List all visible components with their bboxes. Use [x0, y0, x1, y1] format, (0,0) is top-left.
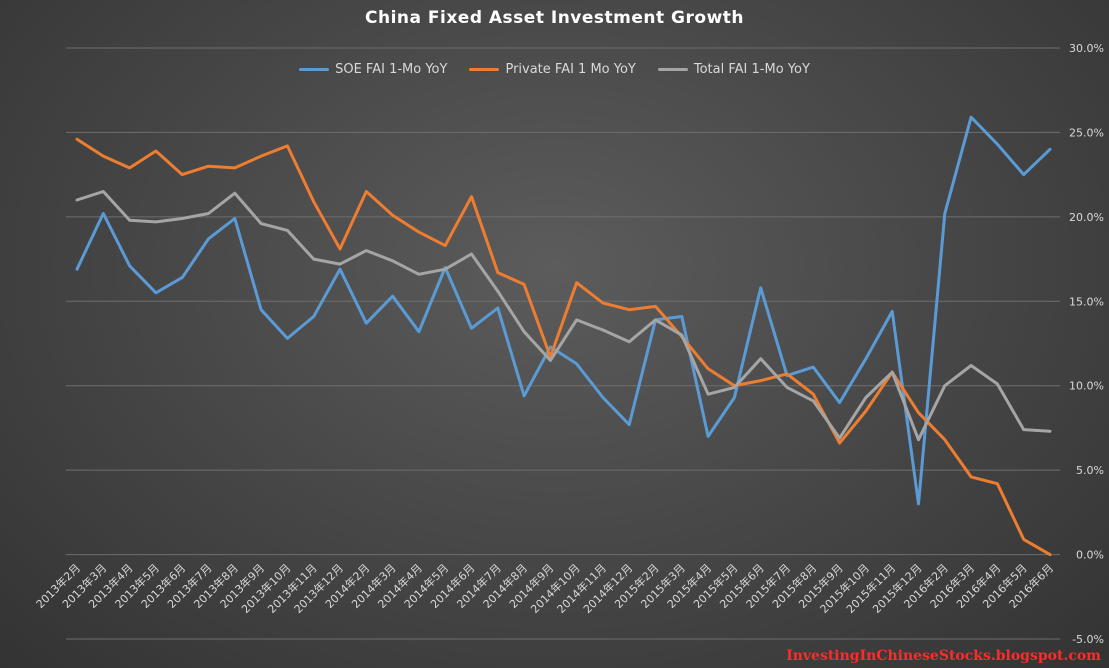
legend-label-private: Private FAI 1 Mo YoY: [505, 62, 636, 77]
y-tick-label: 25.0%: [1069, 126, 1104, 139]
legend-item-soe: SOE FAI 1-Mo YoY: [299, 62, 447, 77]
y-tick-label: 5.0%: [1076, 464, 1104, 477]
legend-item-private: Private FAI 1 Mo YoY: [469, 62, 636, 77]
series-line-0: [75, 115, 1052, 506]
y-tick-label: 10.0%: [1069, 380, 1104, 393]
series-line-1: [75, 137, 1052, 557]
series-line-2: [75, 190, 1052, 442]
legend-label-total: Total FAI 1-Mo YoY: [693, 62, 810, 77]
y-tick-label: 15.0%: [1069, 295, 1104, 308]
legend-swatch-total: [657, 68, 688, 71]
legend-item-total: Total FAI 1-Mo YoY: [657, 62, 810, 77]
legend: SOE FAI 1-Mo YoY Private FAI 1 Mo YoY To…: [0, 62, 1109, 77]
y-tick-label: 0.0%: [1076, 549, 1104, 562]
watermark: InvestingInChineseStocks.blogspot.com: [786, 648, 1101, 664]
y-tick-label: -5.0%: [1072, 633, 1104, 646]
legend-swatch-private: [469, 68, 500, 71]
legend-label-soe: SOE FAI 1-Mo YoY: [335, 62, 448, 77]
y-tick-label: 20.0%: [1069, 211, 1104, 224]
y-tick-label: 30.0%: [1069, 42, 1104, 55]
legend-swatch-soe: [299, 68, 330, 71]
chart-title: China Fixed Asset Investment Growth: [364, 8, 744, 28]
